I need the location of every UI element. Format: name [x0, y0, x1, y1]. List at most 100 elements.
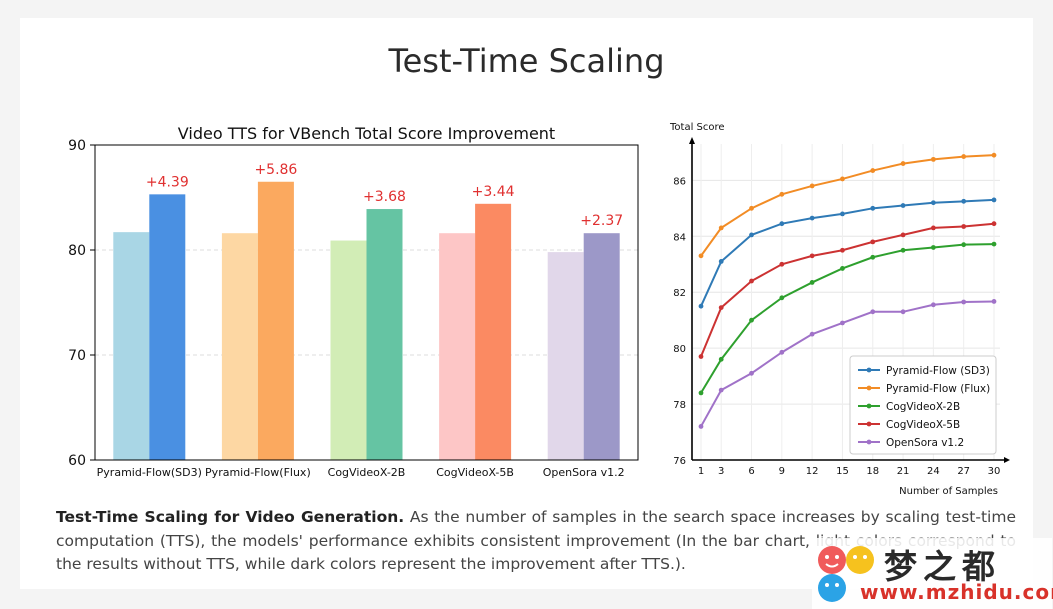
- line-point: [698, 424, 704, 429]
- line-point: [718, 356, 724, 362]
- line-chart: Total Score Number of Samples 76 78 80 82 84 86…: [669, 122, 1010, 497]
- legend-label: OpenSora v1.2: [886, 437, 964, 449]
- bar-gain-label: +2.37: [580, 213, 623, 229]
- line-point: [900, 161, 906, 166]
- bar-y-tick-label: 80: [68, 243, 86, 259]
- line-point: [718, 225, 724, 231]
- caption-bold: Test-Time Scaling for Video Generation.: [56, 508, 405, 526]
- line-point: [840, 266, 845, 271]
- line-point: [870, 309, 876, 315]
- bar-x-tick-label: CogVideoX-5B: [436, 466, 514, 479]
- bar-y-tick-label: 90: [68, 138, 86, 154]
- bar-x-tick-label: OpenSora v1.2: [543, 466, 625, 479]
- legend-marker: [866, 421, 872, 427]
- line-x-tick-label: 3: [718, 466, 724, 477]
- line-point: [991, 221, 997, 227]
- line-point: [961, 154, 967, 159]
- line-y-axis-arrow: [689, 137, 695, 144]
- line-point: [779, 221, 785, 227]
- line-point: [961, 242, 967, 248]
- line-point: [930, 225, 936, 231]
- bar-gain-label: +3.44: [472, 184, 515, 200]
- bar-x-tick-label: CogVideoX-2B: [328, 466, 406, 479]
- line-point: [870, 168, 876, 173]
- line-point: [749, 205, 754, 211]
- line-series: [700, 222, 995, 357]
- bar-baseline: [113, 232, 150, 460]
- bar-chart: Video TTS for VBench Total Score Improve…: [68, 124, 639, 479]
- bar-baseline: [439, 233, 476, 460]
- line-legend-box: [849, 355, 997, 455]
- line-point: [749, 317, 754, 323]
- line-y-axis-label: Total Score: [669, 122, 725, 133]
- line-x-tick-label: 24: [927, 466, 940, 477]
- line-point: [779, 261, 785, 267]
- line-point: [930, 156, 936, 162]
- line-x-tick-label: 15: [836, 466, 849, 477]
- line-point: [718, 305, 724, 310]
- bar-plot-frame: [94, 144, 639, 461]
- line-x-tick-label: 21: [897, 466, 910, 477]
- line-point: [961, 224, 967, 229]
- line-point: [718, 387, 724, 393]
- legend-marker: [866, 403, 872, 409]
- line-point: [698, 253, 704, 259]
- line-point: [870, 254, 876, 260]
- bar-baseline: [221, 233, 258, 460]
- watermark: 梦之都 www.mzhidu.com: [812, 538, 1053, 609]
- line-point: [809, 253, 815, 259]
- line-point: [900, 203, 906, 208]
- line-x-tick-label: 12: [806, 466, 819, 477]
- bar-tts: [149, 194, 186, 460]
- figure-caption: Test-Time Scaling for Video Generation. …: [56, 506, 1016, 577]
- line-x-tick-label: 18: [866, 466, 879, 477]
- legend-label: Pyramid-Flow (SD3): [886, 365, 990, 377]
- bar-x-tick-label: Pyramid-Flow(Flux): [205, 466, 311, 479]
- legend-label: CogVideoX-2B: [886, 401, 960, 413]
- line-point: [779, 295, 785, 301]
- line-point: [961, 299, 967, 305]
- bar-gain-label: +5.86: [254, 162, 297, 178]
- line-point: [749, 370, 754, 376]
- line-x-axis-label: Number of Samples: [899, 486, 998, 497]
- line-point: [991, 152, 997, 158]
- line-y-tick-label: 82: [673, 288, 686, 299]
- bar-gain-label: +3.68: [363, 189, 406, 205]
- watermark-text: 梦之都: [884, 547, 1001, 586]
- line-point: [840, 211, 845, 217]
- watermark-url: www.mzhidu.com: [860, 580, 1053, 604]
- bar-tts: [475, 203, 512, 461]
- legend-label: Pyramid-Flow (Flux): [886, 383, 990, 395]
- line-point: [930, 245, 936, 250]
- line-x-axis-arrow: [1004, 457, 1010, 463]
- line-series: [700, 198, 995, 307]
- line-point: [718, 259, 724, 264]
- line-point: [809, 215, 815, 221]
- content-card: [20, 18, 1033, 589]
- line-x-tick-label: 27: [957, 466, 970, 477]
- bar-tts: [583, 233, 620, 460]
- line-point: [900, 232, 906, 238]
- line-point: [840, 247, 845, 253]
- line-point: [900, 247, 906, 253]
- line-point: [698, 354, 704, 359]
- line-point: [749, 232, 754, 238]
- legend-marker: [866, 367, 872, 373]
- line-y-tick-label: 76: [673, 456, 686, 467]
- line-point: [779, 191, 785, 197]
- line-y-tick-label: 86: [673, 176, 686, 187]
- line-point: [991, 241, 997, 247]
- bar-gain-label: +4.39: [146, 174, 189, 190]
- legend-marker: [866, 385, 872, 391]
- line-y-tick-label: 80: [673, 344, 686, 355]
- bar-baseline: [547, 252, 584, 460]
- line-x-tick-label: 1: [698, 466, 704, 477]
- bar-y-tick-label: 70: [68, 348, 86, 364]
- bar-baseline: [330, 240, 367, 460]
- line-x-tick-label: 9: [779, 466, 785, 477]
- bar-chart-title: Video TTS for VBench Total Score Improve…: [178, 124, 555, 143]
- line-point: [930, 200, 936, 206]
- line-point: [840, 320, 845, 326]
- line-point: [809, 331, 815, 337]
- line-point: [809, 183, 815, 189]
